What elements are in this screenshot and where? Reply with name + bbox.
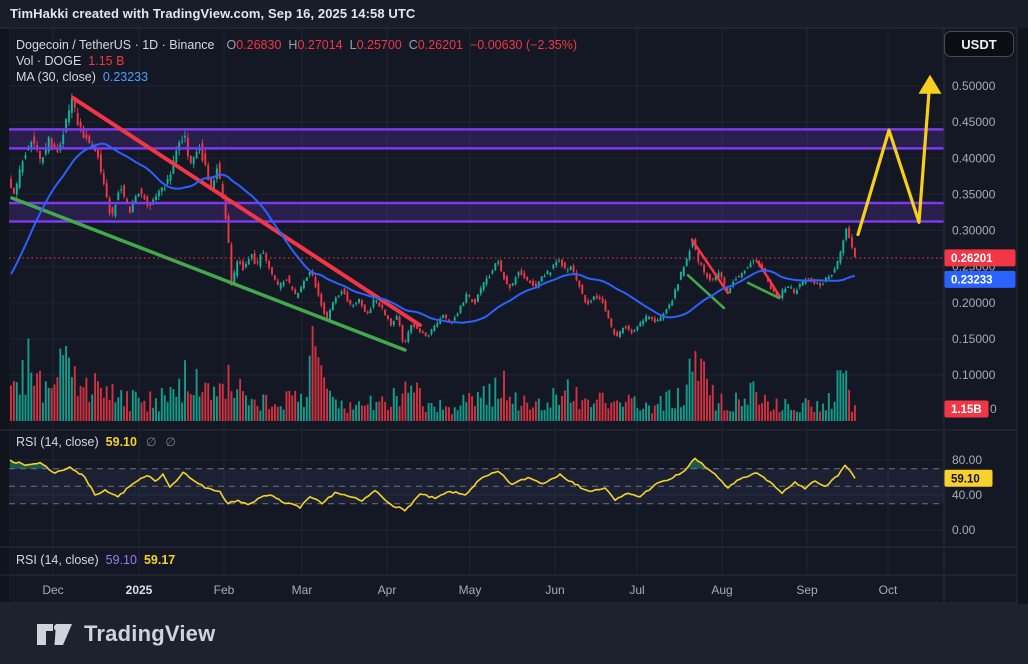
svg-text:0.30000: 0.30000 <box>952 224 996 238</box>
rsi2-label: RSI (14, close) <box>16 553 99 567</box>
ma-value: 0.23233 <box>102 70 149 84</box>
svg-text:0.15000: 0.15000 <box>952 332 996 346</box>
svg-text:40.00: 40.00 <box>952 488 982 502</box>
caption-bar: TimHakki created with TradingView.com, S… <box>0 0 1028 28</box>
rsi2-value-2: 59.17 <box>143 553 176 567</box>
close-value: 0.26201 <box>417 38 463 52</box>
rsi-indicator-header[interactable]: RSI (14, close) 59.10 ∅ ∅ <box>16 434 176 450</box>
svg-text:2025: 2025 <box>126 583 153 597</box>
svg-text:Oct: Oct <box>879 583 898 597</box>
rsi-label: RSI (14, close) <box>16 435 99 449</box>
rsi-hidden-value-icon: ∅ <box>165 435 176 449</box>
trendline-green[interactable] <box>10 196 407 352</box>
svg-text:0.45000: 0.45000 <box>952 115 996 129</box>
low-label: L <box>349 38 357 52</box>
price-zone[interactable] <box>9 129 944 149</box>
svg-text:0.26201: 0.26201 <box>951 253 993 265</box>
trendline-green[interactable] <box>686 274 726 310</box>
chart-left-margin <box>0 28 9 604</box>
svg-text:80.00: 80.00 <box>952 453 982 467</box>
ma30-line[interactable] <box>10 142 856 324</box>
svg-text:Dec: Dec <box>42 583 63 597</box>
footer-bar: TradingView <box>0 604 1028 664</box>
svg-text:Sep: Sep <box>796 583 818 597</box>
volume-indicator-header[interactable]: Vol · DOGE 1.15 B <box>16 53 124 69</box>
svg-text:0: 0 <box>990 402 997 416</box>
volume-bars <box>10 325 856 421</box>
svg-text:Jun: Jun <box>545 583 564 597</box>
tradingview-logo-icon <box>37 623 72 645</box>
trendline-red[interactable] <box>690 238 730 295</box>
svg-text:Feb: Feb <box>214 583 235 597</box>
tradingview-logo[interactable]: TradingView <box>36 619 215 649</box>
open-value: 0.26830 <box>236 38 282 52</box>
chart-right-margin <box>1017 28 1028 604</box>
svg-text:59.10: 59.10 <box>951 473 980 485</box>
close-label: C <box>408 38 418 52</box>
rsi-value: 59.10 <box>105 435 137 449</box>
change-value: −0.00630 (−2.35%) <box>469 38 578 52</box>
volume-label: Vol · DOGE <box>16 54 82 68</box>
axis-value-label: 0.26201 <box>944 249 1016 267</box>
price-projection-arrow[interactable] <box>856 77 932 237</box>
candlesticks <box>10 93 856 344</box>
svg-text:0.00: 0.00 <box>952 523 976 537</box>
rsi2-indicator-header[interactable]: RSI (14, close) 59.10 59.17 <box>16 552 175 568</box>
symbol-header[interactable]: Dogecoin / TetherUS · 1D · Binance O0.268… <box>16 37 577 53</box>
svg-text:Aug: Aug <box>711 583 732 597</box>
tradingview-logo-text: TradingView <box>84 621 216 646</box>
low-value: 0.25700 <box>356 38 402 52</box>
trendline-green[interactable] <box>746 281 781 300</box>
axis-value-label: 59.10 <box>944 469 993 487</box>
symbol-title: Dogecoin / TetherUS · 1D · Binance <box>16 38 215 52</box>
svg-text:Mar: Mar <box>292 583 313 597</box>
rsi-hidden-value-icon: ∅ <box>145 435 157 449</box>
ma-label: MA (30, close) <box>16 70 96 84</box>
chart-background <box>0 28 1028 604</box>
high-label: H <box>288 38 298 52</box>
svg-text:0.50000: 0.50000 <box>952 79 996 93</box>
trendline-red[interactable] <box>756 260 782 299</box>
svg-text:Jul: Jul <box>629 583 644 597</box>
axis-value-label: 1.15B <box>944 400 989 418</box>
axis-value-label: 0.23233 <box>944 270 1016 288</box>
svg-text:0.35000: 0.35000 <box>952 187 996 201</box>
rsi-line[interactable] <box>9 457 856 512</box>
volume-value: 1.15 B <box>88 54 125 68</box>
svg-text:0.40000: 0.40000 <box>952 151 996 165</box>
svg-text:1.15B: 1.15B <box>951 404 982 416</box>
svg-text:0.20000: 0.20000 <box>952 296 996 310</box>
trendline-red[interactable] <box>71 95 422 328</box>
price-chart-canvas[interactable]: 0.500000.450000.400000.350000.300000.250… <box>0 0 1028 604</box>
high-value: 0.27014 <box>297 38 343 52</box>
svg-text:Apr: Apr <box>378 583 397 597</box>
ma-indicator-header[interactable]: MA (30, close) 0.23233 <box>16 69 148 85</box>
svg-text:May: May <box>459 583 482 597</box>
svg-text:0.23233: 0.23233 <box>951 274 993 286</box>
arrow-head <box>918 74 942 94</box>
rsi2-value-1: 59.10 <box>105 553 137 567</box>
open-label: O <box>226 38 237 52</box>
currency-toggle-button[interactable]: USDT <box>944 31 1014 57</box>
svg-text:0.10000: 0.10000 <box>952 368 996 382</box>
